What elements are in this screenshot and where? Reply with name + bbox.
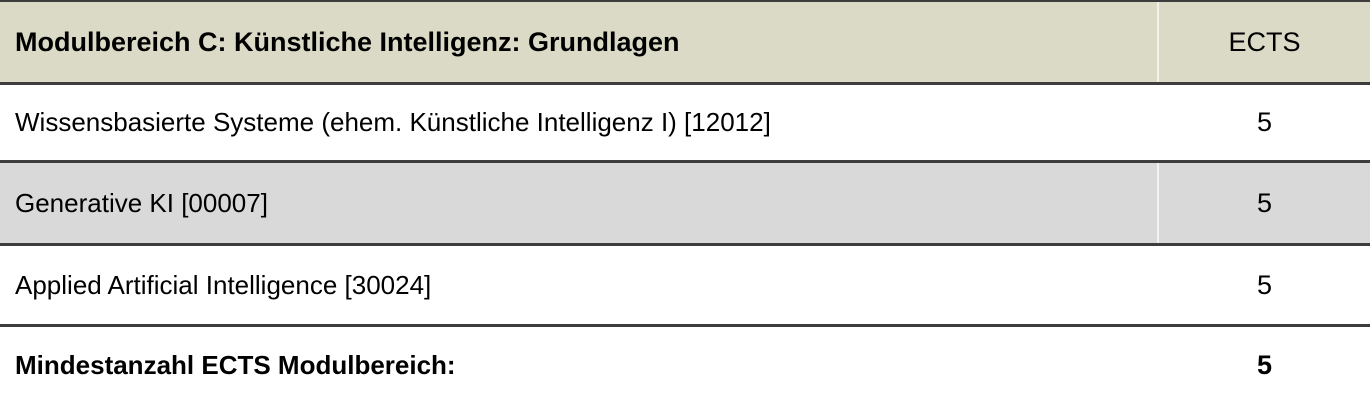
- min-ects-value: 5: [1157, 327, 1370, 404]
- module-name: Generative KI [00007]: [15, 187, 268, 218]
- table-row: Generative KI [00007] 5: [0, 163, 1370, 246]
- header-ects-label: ECTS: [1157, 2, 1370, 82]
- min-ects-label: Mindestanzahl ECTS Modulbereich:: [15, 350, 456, 380]
- table-row: Applied Artificial Intelligence [30024] …: [0, 246, 1370, 327]
- table-header-row: Modulbereich C: Künstliche Intelligenz: …: [0, 2, 1370, 85]
- header-module-area-title: Modulbereich C: Künstliche Intelligenz: …: [15, 26, 680, 57]
- module-ects-value: 5: [1157, 163, 1370, 243]
- module-name: Applied Artificial Intelligence [30024]: [15, 269, 432, 300]
- module-ects-value: 5: [1157, 246, 1370, 324]
- module-ects-value: 5: [1157, 85, 1370, 160]
- table-row: Wissensbasierte Systeme (ehem. Künstlich…: [0, 85, 1370, 163]
- module-name: Wissensbasierte Systeme (ehem. Künstlich…: [15, 107, 771, 137]
- table-summary-row: Mindestanzahl ECTS Modulbereich: 5: [0, 327, 1370, 404]
